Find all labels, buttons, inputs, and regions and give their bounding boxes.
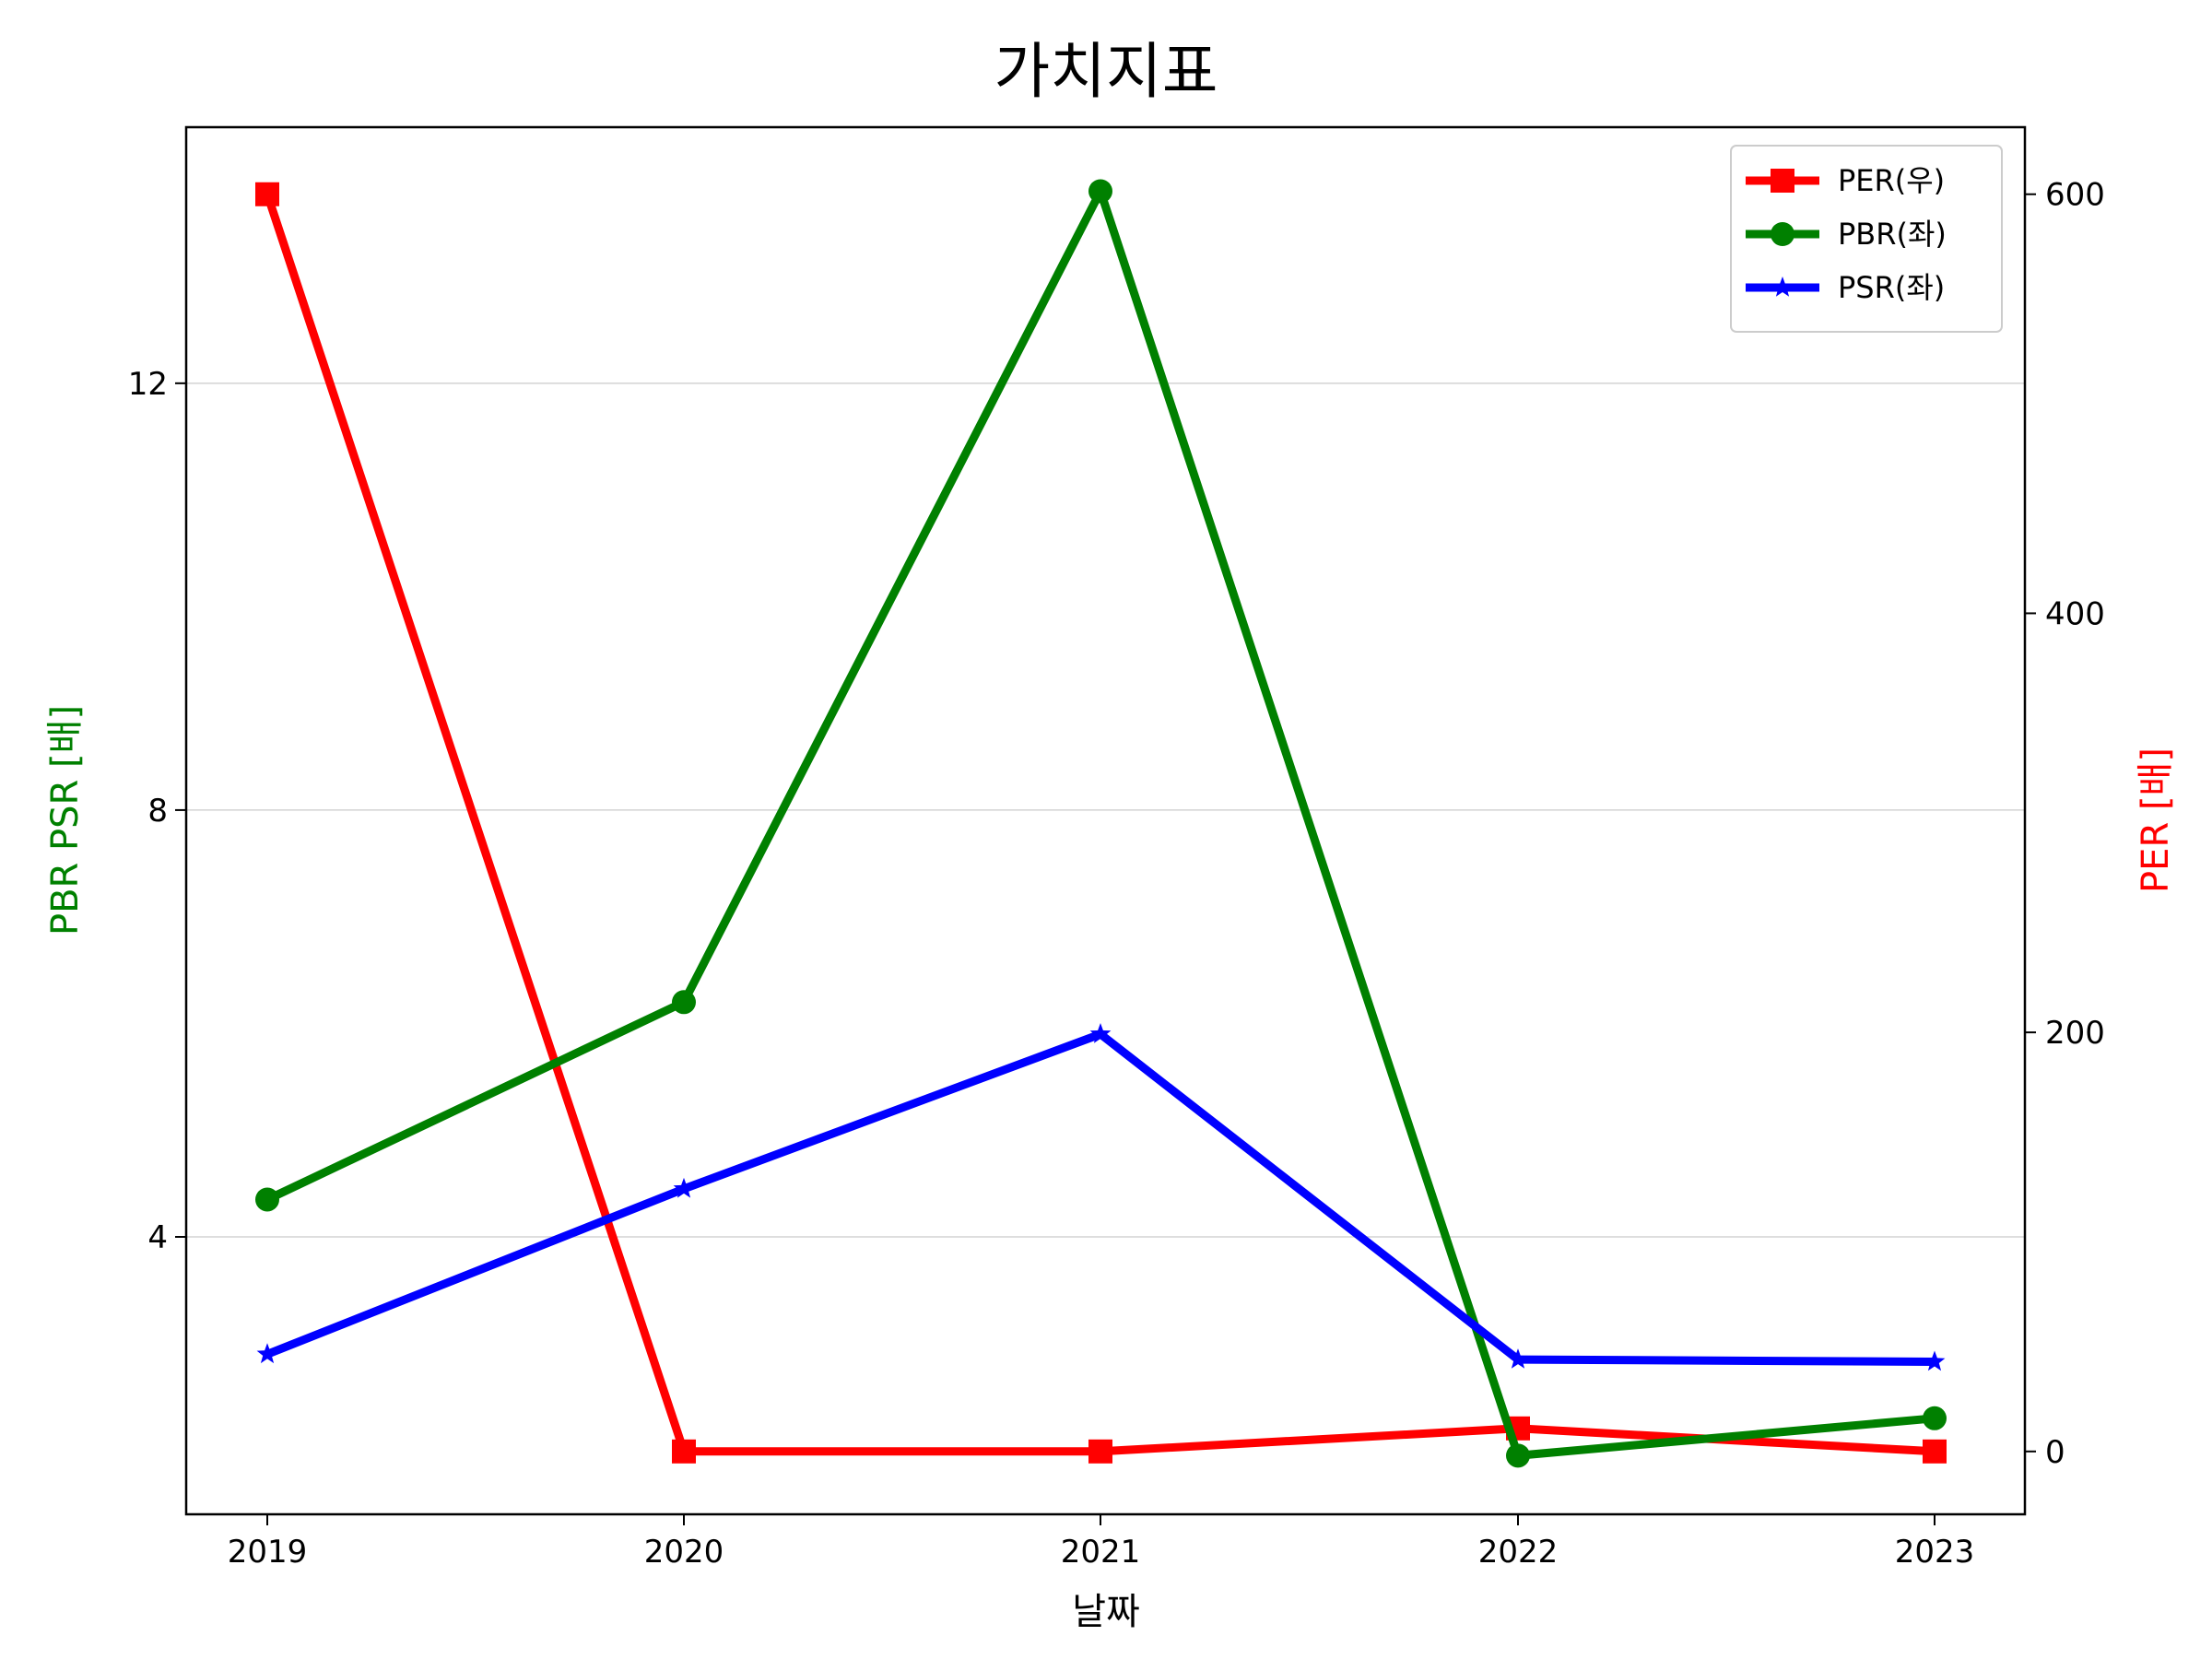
right-y-axis-label: PER [배]	[2135, 747, 2177, 893]
legend-marker	[1771, 169, 1794, 193]
right-tick-label: 200	[2045, 1015, 2105, 1052]
data-point	[255, 182, 279, 206]
x-axis: 2019 2020 2021 2022 2023	[228, 1514, 1975, 1571]
legend-label: PSR(좌)	[1838, 270, 1945, 305]
legend-item: PSR(좌)	[1746, 270, 1945, 305]
legend-item: PBR(좌)	[1746, 217, 1947, 252]
plot-area	[184, 125, 2027, 1516]
left-tick-label: 8	[147, 793, 168, 830]
left-y-axis: 4 8 12	[128, 366, 186, 1256]
right-tick-label: 400	[2045, 595, 2105, 632]
x-axis-label: 날짜	[1072, 1591, 1140, 1633]
x-tick-label: 2022	[1478, 1534, 1559, 1571]
legend-item: PER(우)	[1746, 163, 1945, 198]
data-point	[256, 1343, 278, 1364]
data-point	[1089, 1023, 1112, 1043]
right-tick-label: 600	[2045, 177, 2105, 214]
x-tick-label: 2020	[644, 1534, 724, 1571]
legend-marker	[1771, 276, 1794, 297]
gridlines	[186, 382, 2025, 1238]
x-tick-label: 2021	[1061, 1534, 1141, 1571]
series-square	[255, 182, 1947, 1464]
data-point	[1088, 1439, 1112, 1464]
series-circle	[255, 179, 1947, 1468]
data-point	[1923, 1406, 1947, 1430]
series-line	[263, 187, 1939, 1460]
data-point	[255, 1187, 279, 1212]
right-y-axis: 0 200 400 600	[2025, 177, 2105, 1471]
legend-marker	[1771, 222, 1794, 246]
data-point	[1088, 179, 1112, 204]
left-y-axis-label: PBR PSR [배]	[44, 705, 87, 935]
series-star	[256, 1023, 1946, 1371]
data-point	[1924, 1350, 1946, 1371]
data-point	[673, 1177, 695, 1198]
data-point	[1507, 1348, 1529, 1369]
legend: PER(우) PBR(좌) PSR(좌)	[1730, 145, 2003, 333]
legend-label: PER(우)	[1838, 163, 1945, 198]
data-point	[672, 990, 696, 1015]
left-tick-label: 4	[147, 1219, 168, 1256]
data-point	[1923, 1439, 1947, 1464]
x-tick-label: 2019	[228, 1534, 308, 1571]
series-layer	[255, 179, 1947, 1468]
right-tick-label: 0	[2045, 1434, 2065, 1471]
legend-label: PBR(좌)	[1838, 217, 1947, 252]
x-tick-label: 2023	[1895, 1534, 1975, 1571]
data-point	[1506, 1443, 1530, 1468]
data-point	[672, 1439, 696, 1464]
left-tick-label: 12	[128, 366, 168, 403]
chart-title: 가치지표	[994, 36, 1218, 107]
